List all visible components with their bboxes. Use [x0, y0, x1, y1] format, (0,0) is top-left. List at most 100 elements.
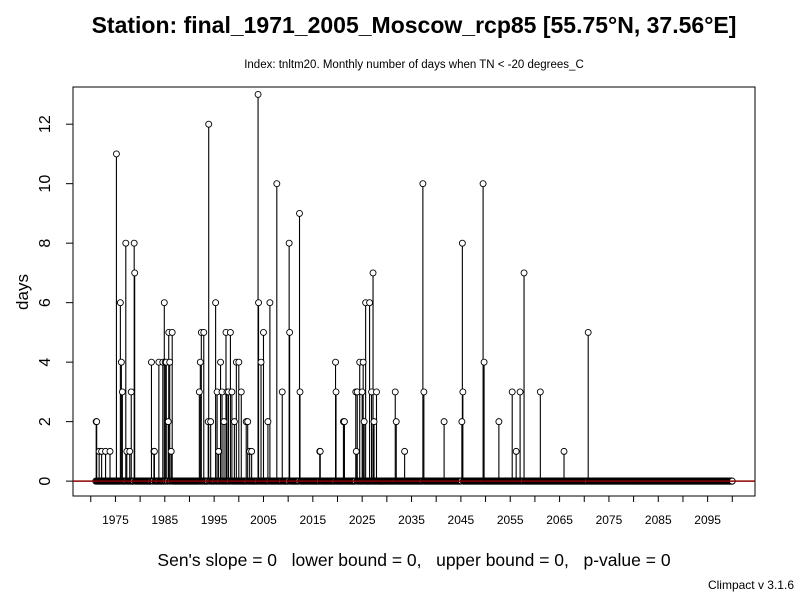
data-point [401, 447, 409, 455]
x-tick-label: 2045 [448, 513, 475, 527]
data-point [122, 239, 130, 247]
y-tick-label: 6 [37, 298, 54, 307]
data-point [480, 358, 488, 366]
data-point [257, 358, 265, 366]
x-tick-label: 2055 [497, 513, 524, 527]
data-point [316, 447, 324, 455]
x-tick-label: 2015 [299, 513, 326, 527]
x-tick-label: 2035 [398, 513, 425, 527]
y-tick-label: 0 [37, 477, 54, 486]
data-point [369, 269, 377, 277]
data-point [244, 418, 252, 426]
data-point [286, 328, 294, 336]
data-point [508, 388, 516, 396]
data-point [212, 299, 220, 307]
sens-slope-stats: Sen's slope = 0 lower bound = 0, upper b… [157, 550, 671, 570]
x-tick-label: 1985 [151, 513, 178, 527]
data-point [495, 418, 503, 426]
data-point [126, 447, 134, 455]
data-point [196, 358, 204, 366]
data-point [228, 388, 236, 396]
data-point [296, 388, 304, 396]
data-point [127, 388, 135, 396]
data-point [340, 418, 348, 426]
data-point [296, 209, 303, 217]
data-point [160, 299, 168, 307]
data-point [373, 388, 380, 396]
data-point [207, 418, 215, 426]
data-point [366, 299, 374, 307]
data-point [131, 269, 139, 277]
data-point [392, 418, 400, 426]
data-point [370, 418, 378, 426]
data-point [93, 418, 101, 426]
data-point [332, 358, 339, 366]
x-tick-label: 2095 [694, 513, 721, 527]
y-tick-label: 8 [37, 239, 54, 248]
data-point [560, 447, 568, 455]
data-point [117, 358, 125, 366]
data-point [419, 180, 427, 188]
y-axis-label: days [13, 274, 32, 310]
data-point [584, 328, 592, 336]
x-tick-label: 2085 [645, 513, 672, 527]
data-point [195, 388, 203, 396]
data-point [458, 418, 466, 426]
chart-title: Station: final_1971_2005_Moscow_rcp85 [5… [91, 12, 737, 38]
data-point [106, 447, 114, 455]
y-tick-label: 4 [37, 358, 54, 367]
data-point [332, 388, 340, 396]
data-point [352, 447, 360, 455]
data-point [200, 328, 208, 336]
x-tick-label: 2075 [596, 513, 623, 527]
data-point [130, 239, 138, 247]
y-tick-label: 12 [37, 115, 54, 133]
data-point [230, 418, 238, 426]
x-tick-label: 2005 [250, 513, 277, 527]
data-point [217, 358, 225, 366]
chart-subtitle: Index: tnltm20. Monthly number of days w… [244, 59, 584, 71]
data-point [148, 358, 155, 366]
data-point [358, 388, 366, 396]
x-tick-label: 1975 [102, 513, 129, 527]
data-point [237, 388, 245, 396]
data-point [235, 358, 243, 366]
data-point [520, 269, 528, 277]
data-point [440, 418, 448, 426]
data-point [264, 418, 272, 426]
data-point [516, 388, 524, 396]
data-point [255, 299, 263, 307]
data-point [248, 447, 256, 455]
data-point [458, 239, 466, 247]
data-point [150, 447, 158, 455]
data-point [254, 90, 262, 98]
data-point [116, 299, 124, 307]
data-point [205, 120, 213, 128]
software-version: Climpact v 3.1.6 [707, 578, 794, 592]
data-point [391, 388, 399, 396]
data-point [226, 328, 234, 336]
x-tick-label: 2025 [349, 513, 376, 527]
data-point [166, 358, 174, 366]
y-tick-label: 10 [37, 175, 54, 193]
y-tick-label: 2 [37, 417, 54, 426]
data-point [266, 299, 274, 307]
data-point [420, 388, 428, 396]
data-point [278, 388, 286, 396]
plot-frame [72, 86, 756, 497]
data-point [260, 328, 267, 336]
data-point [360, 418, 368, 426]
data-point [512, 447, 520, 455]
data-point [285, 239, 293, 247]
data-point [164, 418, 172, 426]
data-point [479, 180, 487, 188]
data-point [215, 447, 223, 455]
data-point [168, 328, 176, 336]
data-point [536, 388, 544, 396]
x-tick-label: 1995 [201, 513, 228, 527]
data-point [273, 180, 281, 188]
data-point [118, 388, 126, 396]
data-point [359, 358, 367, 366]
data-point [459, 388, 467, 396]
